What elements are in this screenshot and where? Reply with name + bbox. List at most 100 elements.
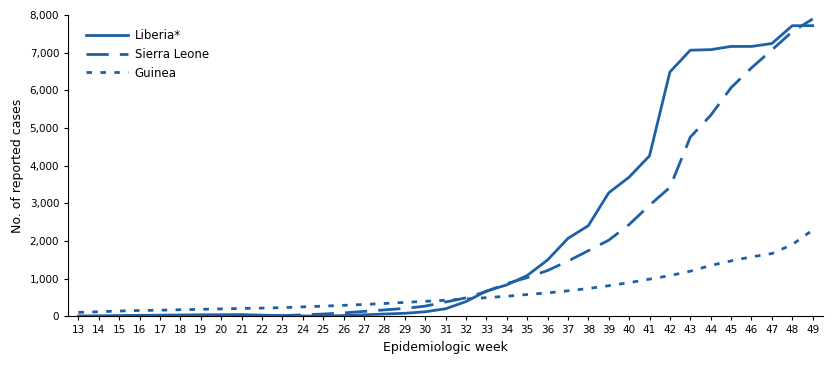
Liberia* <box>339 314 349 318</box>
Guinea <box>787 242 797 247</box>
Guinea <box>502 294 512 299</box>
Liberia* <box>665 70 675 74</box>
Guinea <box>604 284 614 288</box>
Guinea <box>339 303 349 308</box>
Guinea <box>461 297 471 301</box>
Sierra Leone <box>807 17 817 21</box>
Guinea <box>134 308 144 313</box>
Liberia* <box>359 312 369 317</box>
Liberia* <box>298 314 308 318</box>
Liberia* <box>257 313 267 317</box>
Guinea <box>278 306 288 310</box>
Guinea <box>563 289 573 293</box>
Sierra Leone <box>746 66 756 70</box>
Guinea <box>665 273 675 278</box>
Guinea <box>379 301 389 306</box>
Guinea <box>726 259 736 263</box>
Liberia* <box>114 314 124 318</box>
Guinea <box>237 306 247 311</box>
Guinea <box>706 263 716 268</box>
Guinea <box>522 292 532 297</box>
Liberia* <box>379 312 389 316</box>
Guinea <box>175 308 185 312</box>
Guinea <box>155 308 165 312</box>
Guinea <box>216 307 226 311</box>
Sierra Leone <box>787 30 797 34</box>
Sierra Leone <box>686 135 696 139</box>
Guinea <box>543 291 553 295</box>
Liberia* <box>237 312 247 317</box>
Sierra Leone <box>461 296 471 300</box>
Sierra Leone <box>114 314 124 319</box>
Sierra Leone <box>196 314 206 319</box>
Guinea <box>318 304 328 308</box>
Sierra Leone <box>645 203 655 207</box>
Liberia* <box>420 310 430 314</box>
Liberia* <box>175 313 185 317</box>
Liberia* <box>399 311 409 315</box>
Guinea <box>481 296 491 300</box>
Sierra Leone <box>73 314 83 319</box>
Liberia* <box>787 23 797 28</box>
Sierra Leone <box>134 314 144 319</box>
Sierra Leone <box>481 289 491 294</box>
Sierra Leone <box>726 85 736 90</box>
Sierra Leone <box>522 276 532 280</box>
Liberia* <box>155 313 165 317</box>
Sierra Leone <box>624 222 634 227</box>
Liberia* <box>706 47 716 52</box>
Guinea <box>807 228 817 232</box>
Sierra Leone <box>278 314 288 318</box>
Liberia* <box>93 314 103 318</box>
Sierra Leone <box>175 314 185 319</box>
Liberia* <box>767 41 777 46</box>
Liberia* <box>522 273 532 278</box>
Guinea <box>196 307 206 311</box>
Guinea <box>645 277 655 281</box>
Sierra Leone <box>420 304 430 308</box>
Legend: Liberia*, Sierra Leone, Guinea: Liberia*, Sierra Leone, Guinea <box>82 24 214 84</box>
Y-axis label: No. of reported cases: No. of reported cases <box>11 99 24 233</box>
Liberia* <box>583 223 593 228</box>
Sierra Leone <box>257 314 267 318</box>
Guinea <box>624 280 634 285</box>
Sierra Leone <box>359 309 369 314</box>
Liberia* <box>807 23 817 28</box>
Guinea <box>114 309 124 313</box>
X-axis label: Epidemiologic week: Epidemiologic week <box>383 341 508 354</box>
Guinea <box>746 255 756 259</box>
Sierra Leone <box>665 185 675 189</box>
Liberia* <box>278 314 288 318</box>
Liberia* <box>645 154 655 158</box>
Guinea <box>440 298 450 303</box>
Sierra Leone <box>767 48 777 52</box>
Liberia* <box>216 312 226 317</box>
Sierra Leone <box>604 238 614 242</box>
Sierra Leone <box>543 268 553 273</box>
Sierra Leone <box>440 300 450 304</box>
Liberia* <box>73 314 83 318</box>
Sierra Leone <box>706 113 716 118</box>
Guinea <box>93 310 103 314</box>
Liberia* <box>624 175 634 179</box>
Liberia* <box>481 289 491 293</box>
Liberia* <box>134 313 144 318</box>
Liberia* <box>196 312 206 317</box>
Liberia* <box>502 283 512 287</box>
Guinea <box>73 310 83 315</box>
Sierra Leone <box>318 312 328 316</box>
Sierra Leone <box>583 249 593 253</box>
Line: Guinea: Guinea <box>78 230 812 312</box>
Sierra Leone <box>237 314 247 319</box>
Line: Liberia*: Liberia* <box>78 26 812 316</box>
Liberia* <box>440 307 450 311</box>
Sierra Leone <box>339 311 349 315</box>
Guinea <box>767 251 777 256</box>
Liberia* <box>746 44 756 49</box>
Guinea <box>399 300 409 304</box>
Liberia* <box>604 191 614 195</box>
Line: Sierra Leone: Sierra Leone <box>78 19 812 316</box>
Sierra Leone <box>502 281 512 286</box>
Guinea <box>686 269 696 273</box>
Guinea <box>257 306 267 310</box>
